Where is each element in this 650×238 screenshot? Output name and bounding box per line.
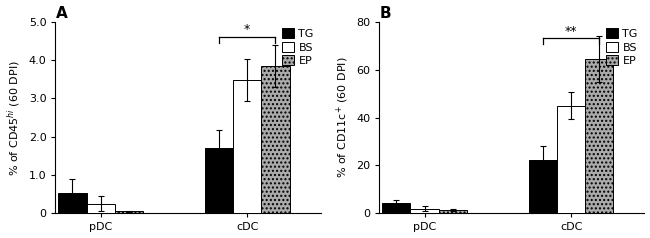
Text: *: *: [244, 23, 250, 36]
Bar: [261, 66, 289, 213]
Bar: [205, 148, 233, 213]
Legend: TG, BS, EP: TG, BS, EP: [604, 27, 639, 67]
Legend: TG, BS, EP: TG, BS, EP: [281, 27, 315, 67]
Bar: [439, 210, 467, 213]
Bar: [382, 203, 410, 213]
Y-axis label: % of CD11c$^{+}$ (60 DPI): % of CD11c$^{+}$ (60 DPI): [334, 57, 351, 178]
Text: B: B: [380, 5, 391, 20]
Text: **: **: [565, 25, 577, 38]
Bar: [58, 193, 86, 213]
Bar: [557, 106, 585, 213]
Bar: [410, 209, 439, 213]
Text: A: A: [55, 5, 67, 20]
Y-axis label: % of CD45$^{hi}$ (60 DPI): % of CD45$^{hi}$ (60 DPI): [6, 60, 23, 176]
Bar: [529, 159, 557, 213]
Bar: [585, 59, 614, 213]
Bar: [114, 212, 143, 213]
Bar: [86, 204, 114, 213]
Bar: [233, 80, 261, 213]
